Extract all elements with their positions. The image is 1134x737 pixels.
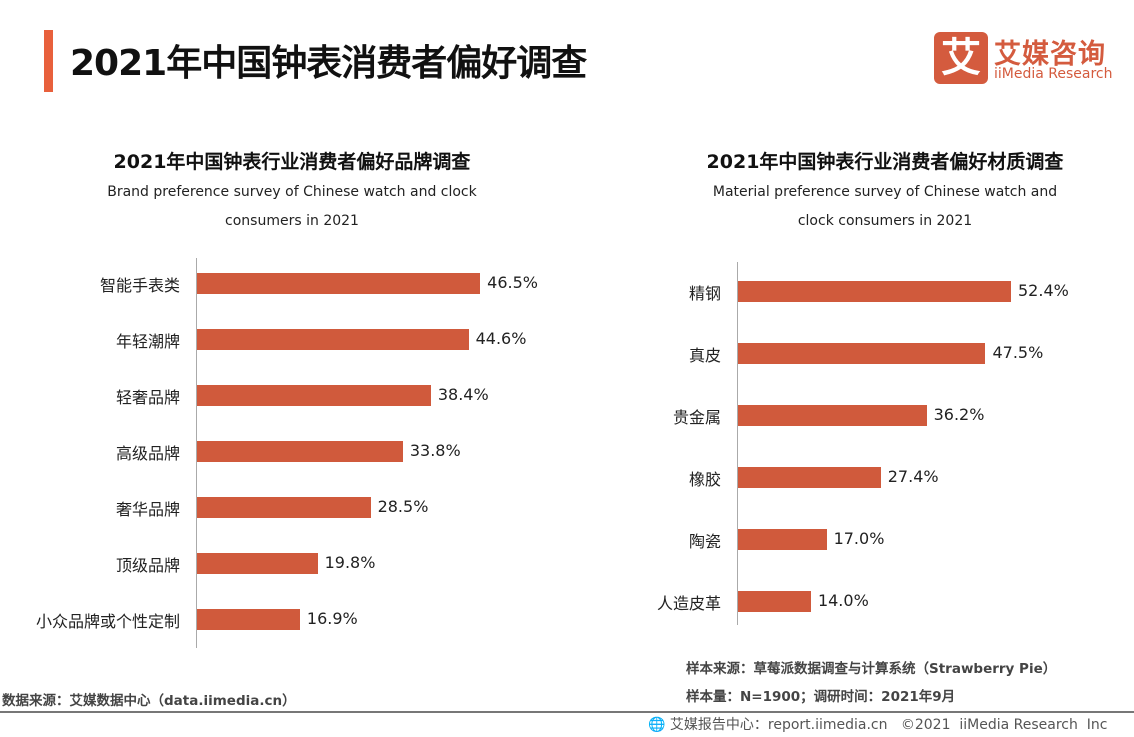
chart-title: 2021年中国钟表行业消费者偏好品牌调查	[113, 151, 471, 173]
category-label: 轻奢品牌	[115, 388, 180, 407]
logo-mark: 艾	[934, 32, 988, 84]
footer-divider	[0, 711, 1134, 713]
logo-text-cn: 艾媒咨询	[994, 39, 1106, 70]
data-label: 28.5%	[377, 497, 429, 516]
data-label: 33.8%	[409, 441, 461, 460]
category-label: 贵金属	[672, 408, 721, 427]
bar	[738, 281, 1011, 302]
bar	[197, 385, 431, 406]
category-label: 顶级品牌	[115, 556, 180, 575]
footer: 🌐 艾媒报告中心：report.iimedia.cn ©2021 iiMedia…	[648, 714, 1107, 734]
category-label: 精钢	[688, 284, 721, 303]
footer-text: 艾媒报告中心：report.iimedia.cn ©2021 iiMedia R…	[669, 717, 1108, 733]
logo-text-en: iiMedia Research	[994, 66, 1113, 82]
bar	[738, 467, 881, 488]
category-label: 真皮	[688, 346, 721, 365]
data-label: 19.8%	[324, 553, 376, 572]
bar	[197, 497, 371, 518]
data-label: 38.4%	[437, 385, 489, 404]
data-label: 36.2%	[933, 405, 985, 424]
page-title: 2021年中国钟表消费者偏好调查	[70, 43, 587, 84]
bar	[197, 609, 300, 630]
bar	[197, 441, 403, 462]
data-label: 52.4%	[1018, 281, 1069, 300]
data-label: 14.0%	[817, 591, 869, 610]
category-label: 智能手表类	[99, 276, 180, 295]
category-label: 年轻潮牌	[115, 332, 180, 351]
category-label: 高级品牌	[115, 444, 180, 463]
data-label: 16.9%	[306, 609, 358, 628]
y-axis-line	[196, 258, 197, 648]
category-label: 小众品牌或个性定制	[35, 612, 180, 631]
category-label: 人造皮革	[656, 594, 721, 613]
bar	[197, 329, 469, 350]
data-label: 17.0%	[833, 529, 885, 548]
chart-subtitle-line: Material preference survey of Chinese wa…	[712, 184, 1058, 200]
data-label: 46.5%	[487, 273, 538, 292]
sample-size-note: 样本量：N=1900；调研时间：2021年9月	[686, 689, 956, 705]
globe-cursor-icon: 🌐	[648, 717, 666, 733]
category-label: 奢华品牌	[115, 500, 180, 519]
bar	[197, 553, 318, 574]
bar	[738, 405, 927, 426]
category-label: 陶瓷	[688, 532, 721, 551]
data-label: 44.6%	[475, 329, 527, 348]
bar	[738, 529, 827, 550]
title-accent-bar	[44, 30, 53, 92]
data-label: 47.5%	[992, 343, 1044, 362]
chart-subtitle-line: clock consumers in 2021	[797, 213, 973, 229]
chart-subtitle-line: consumers in 2021	[225, 213, 359, 229]
data-source-note: 数据来源：艾媒数据中心（data.iimedia.cn）	[2, 693, 296, 709]
bar	[197, 273, 481, 294]
data-label: 27.4%	[887, 467, 939, 486]
chart-title: 2021年中国钟表行业消费者偏好材质调查	[706, 151, 1064, 173]
y-axis-line	[737, 262, 738, 625]
category-label: 橡胶	[688, 470, 721, 489]
bar	[738, 343, 986, 364]
chart-subtitle-line: Brand preference survey of Chinese watch…	[107, 184, 477, 200]
sample-source-note: 样本来源：草莓派数据调查与计算系统（Strawberry Pie）	[686, 661, 1057, 677]
bar	[738, 591, 811, 612]
